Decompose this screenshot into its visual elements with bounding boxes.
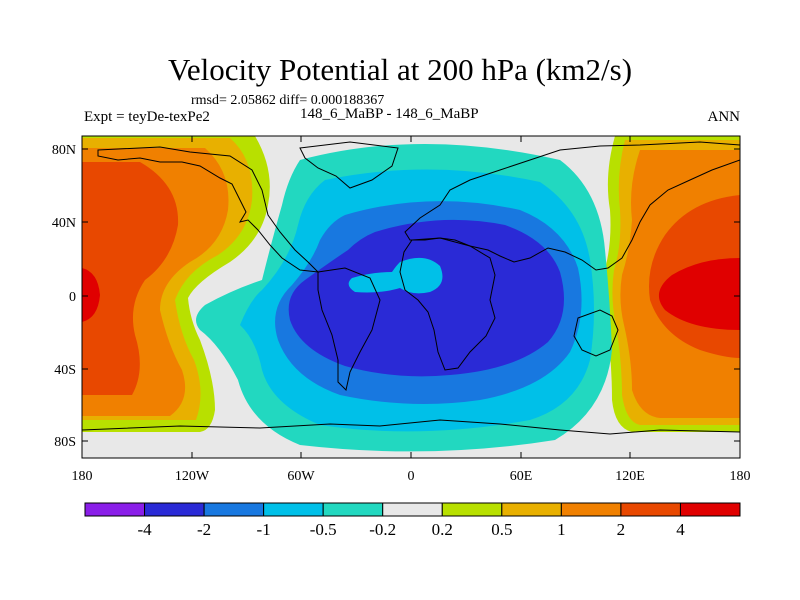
case-label: 148_6_MaBP - 148_6_MaBP xyxy=(300,106,479,122)
colorbar-swatch xyxy=(322,502,384,517)
x-tick-label: 60E xyxy=(510,469,533,484)
colorbar-swatch xyxy=(441,502,503,517)
colorbar-label: -4 xyxy=(137,520,152,539)
colorbar-swatch xyxy=(501,502,562,517)
colorbar-label: 1 xyxy=(557,520,566,539)
coastline-antarctica xyxy=(82,419,740,435)
colorbar-swatch xyxy=(263,502,324,517)
band-pos-2-left xyxy=(82,162,179,395)
colorbar: -4 -2 -1 -0.5 -0.2 0.2 0.5 1 2 4 xyxy=(84,502,741,539)
x-tick-label: 0 xyxy=(408,469,415,484)
colorbar-label: -2 xyxy=(197,520,211,539)
colorbar-swatch xyxy=(203,502,265,517)
x-tick-label: 60W xyxy=(287,469,315,484)
colorbar-swatch xyxy=(144,502,205,517)
rmsd-diff-stats: rmsd= 2.05862 diff= 0.000188367 xyxy=(191,93,385,108)
colorbar-swatch xyxy=(382,502,443,517)
band-neg-2 xyxy=(288,219,564,377)
colorbar-label: -1 xyxy=(257,520,271,539)
x-tick-label: 180 xyxy=(72,469,93,484)
coastline-australia xyxy=(573,309,619,357)
coastline-south-america xyxy=(317,267,381,391)
colorbar-swatch xyxy=(560,502,622,517)
coastline-eurasia xyxy=(404,141,740,271)
season-label: ANN xyxy=(707,109,741,125)
colorbar-label: 4 xyxy=(676,520,685,539)
colorbar-label: 0.5 xyxy=(491,520,512,539)
y-tick-label: 80S xyxy=(54,435,76,450)
experiment-label: Expt = teyDe-texPe2 xyxy=(84,109,210,125)
x-tick-label: 120E xyxy=(615,469,645,484)
y-tick-label: 80N xyxy=(52,143,76,158)
contour-field xyxy=(82,136,740,458)
colorbar-label: -0.5 xyxy=(310,520,337,539)
band-pos-4-left xyxy=(82,268,100,322)
coastlines xyxy=(82,141,740,435)
x-tick-label: 180 xyxy=(730,469,751,484)
plot-title: Velocity Potential at 200 hPa (km2/s) xyxy=(167,52,633,87)
colorbar-swatch xyxy=(620,502,681,517)
coastline-greenland xyxy=(299,141,399,189)
y-tick-label: 40S xyxy=(54,363,76,378)
colorbar-swatch xyxy=(679,502,741,517)
axis-ticks xyxy=(81,136,741,458)
colorbar-label: 0.2 xyxy=(432,520,453,539)
y-tick-label: 0 xyxy=(69,290,76,305)
colorbar-swatch xyxy=(84,502,146,517)
colorbar-label: -0.2 xyxy=(369,520,396,539)
band-pos-4-right xyxy=(658,258,740,330)
x-tick-label: 120W xyxy=(175,469,210,484)
colorbar-label: 2 xyxy=(617,520,626,539)
coastline-africa xyxy=(399,237,496,371)
coastline-north-america xyxy=(97,146,320,273)
y-tick-label: 40N xyxy=(52,216,76,231)
band-neg-4 xyxy=(348,257,443,294)
